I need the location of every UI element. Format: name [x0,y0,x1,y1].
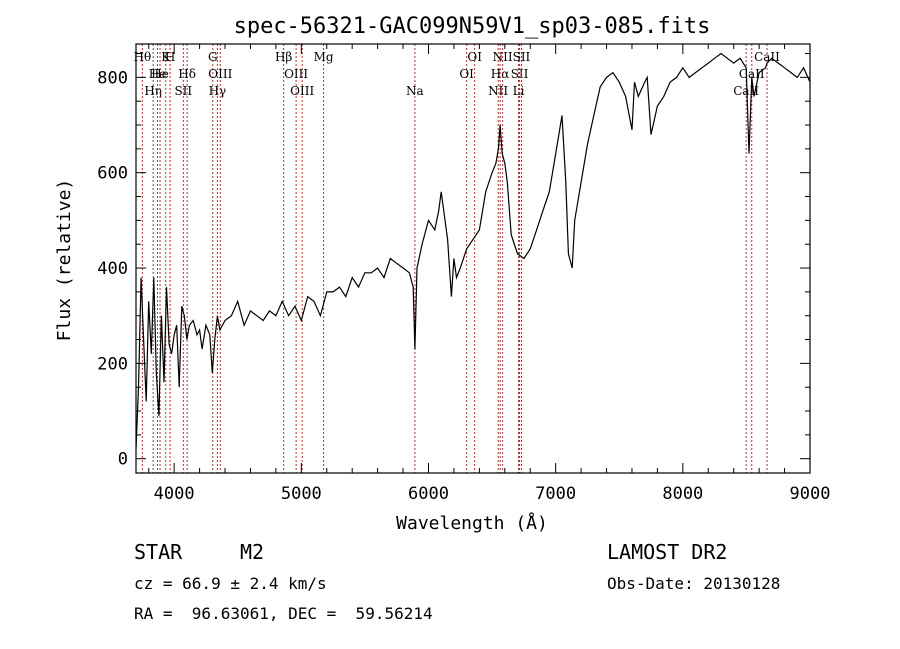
marker-label-12: OIII [284,67,308,81]
marker-label-5: H [165,50,175,64]
x-tick-label-9000: 9000 [790,484,831,504]
marker-label-13: OIII [290,84,314,98]
marker-label-6: Hδ [178,67,196,81]
x-tick-label-5000: 5000 [281,484,322,504]
obs-date: Obs-Date: 20130128 [607,574,781,593]
marker-label-8: G [208,50,218,64]
marker-label-11: Hβ [275,50,292,64]
spectral-line-markers: HθHηHeHeKHHδSIIGHγOIIIHβOIIIOIIIMgNaOIOI… [134,44,780,473]
chart-title: spec-56321-GAC099N59V1_sp03-085.fits [234,14,711,39]
plot-frame [135,43,811,474]
marker-label-1: Hη [144,84,162,98]
y-tick-label-0: 0 [118,450,128,470]
y-tick-label-800: 800 [97,68,128,88]
marker-label-23: SII [513,50,531,64]
survey-name: LAMOST DR2 [607,540,728,564]
x-tick-label-6000: 6000 [408,484,449,504]
marker-label-21: Li [513,84,525,98]
marker-label-10: OIII [208,67,232,81]
marker-label-15: Na [406,84,424,98]
x-tick-label-4000: 4000 [154,484,195,504]
marker-label-2: He [149,67,167,81]
spectrum-line-0 [135,52,811,450]
x-tick-label-7000: 7000 [535,484,576,504]
marker-label-17: OI [467,50,482,64]
coordinates: RA = 96.63061, DEC = 59.56214 [134,604,433,623]
marker-label-22: SII [511,67,529,81]
series-layer [135,52,811,450]
object-class: STAR [134,540,183,564]
marker-label-19: Hα [491,67,510,81]
redshift-text: cz = 66.9 ± 2.4 km/s [134,574,327,593]
marker-label-4: K [161,50,171,64]
marker-label-3: He [151,67,169,81]
marker-label-7: SII [174,84,192,98]
object-subclass: M2 [240,540,265,564]
marker-label-20: NII [493,50,513,64]
marker-label-18: NII [488,84,508,98]
x-axis-label: Wavelength (Å) [396,512,548,534]
y-tick-label-200: 200 [97,354,128,374]
y-tick-label-400: 400 [97,259,128,279]
y-tick-label-600: 600 [97,164,128,184]
x-tick-label-8000: 8000 [662,484,703,504]
marker-label-14: Mg [314,50,334,64]
y-axis-label: Flux (relative) [54,179,75,342]
axes: 4000 5000 6000 7000 8000 9000 0 200 400 600 800 [97,43,831,504]
marker-label-26: CaII [754,50,780,64]
marker-label-9: Hγ [209,84,227,98]
marker-label-16: OI [459,67,474,81]
